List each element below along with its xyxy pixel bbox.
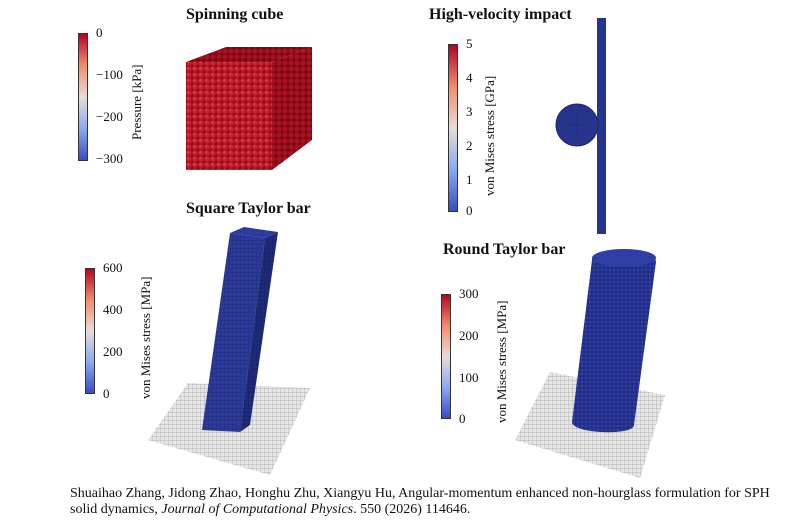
colorbar-tick: 0 <box>103 386 110 401</box>
colorbar-tick: −200 <box>96 109 123 124</box>
caption-citation: . 550 (2026) 114646. <box>353 502 471 517</box>
square-bar-top <box>230 227 278 238</box>
colorbar-tick: 4 <box>466 70 473 85</box>
colorbar-tick: 300 <box>459 286 479 301</box>
colorbar-tick: 200 <box>103 344 123 359</box>
colorbar-tick: 200 <box>459 328 479 343</box>
impact-colorbar-label: von Mises stress [GPa] <box>482 75 497 196</box>
colorbar-tick: 100 <box>459 370 479 385</box>
colorbar-tick: 0 <box>459 411 466 426</box>
round-taylor-bar-graphic <box>515 249 665 478</box>
cube-top-face <box>186 47 312 62</box>
impact-colorbar <box>448 44 458 212</box>
round-bar-top <box>592 249 656 267</box>
square-bar-side <box>240 232 278 432</box>
cube-side-face <box>272 47 312 170</box>
round-bar-colorbar <box>441 294 451 419</box>
colorbar-tick: 1 <box>466 172 473 187</box>
cube-front-face <box>186 62 272 170</box>
high-velocity-impact-title: High-velocity impact <box>429 6 572 23</box>
colorbar-tick: 3 <box>466 104 473 119</box>
spinning-cube-title: Spinning cube <box>186 6 284 23</box>
colorbar-tick: 2 <box>466 138 473 153</box>
caption-authors: Shuaihao Zhang, Jidong Zhao, Honghu Zhu,… <box>70 486 770 517</box>
square-taylor-bar-title: Square Taylor bar <box>186 200 311 217</box>
colorbar-tick: 400 <box>103 302 123 317</box>
round-bar-cylinder <box>572 250 656 433</box>
square-taylor-bar-graphic <box>148 227 310 475</box>
colorbar-tick: 5 <box>466 36 473 51</box>
colorbar-tick: 0 <box>96 25 103 40</box>
spinning-cube-graphic <box>186 47 312 170</box>
pressure-colorbar <box>78 33 88 161</box>
impact-plate <box>597 18 606 234</box>
square-bar-front <box>202 233 265 432</box>
caption-journal: Journal of Computational Physics <box>161 502 354 517</box>
pressure-colorbar-label: Pressure [kPa] <box>129 64 144 140</box>
colorbar-tick: 600 <box>103 260 123 275</box>
colorbar-tick: −100 <box>96 67 123 82</box>
figure-caption: Shuaihao Zhang, Jidong Zhao, Honghu Zhu,… <box>70 486 770 518</box>
colorbar-tick: −300 <box>96 151 123 166</box>
square-bar-colorbar <box>85 268 95 394</box>
round-bar-colorbar-label: von Mises stress [MPa] <box>494 300 509 423</box>
colorbar-tick: 0 <box>466 203 473 218</box>
square-bar-colorbar-label: von Mises stress [MPa] <box>138 276 153 399</box>
round-taylor-bar-title: Round Taylor bar <box>443 241 566 258</box>
high-velocity-impact-graphic <box>555 18 606 234</box>
